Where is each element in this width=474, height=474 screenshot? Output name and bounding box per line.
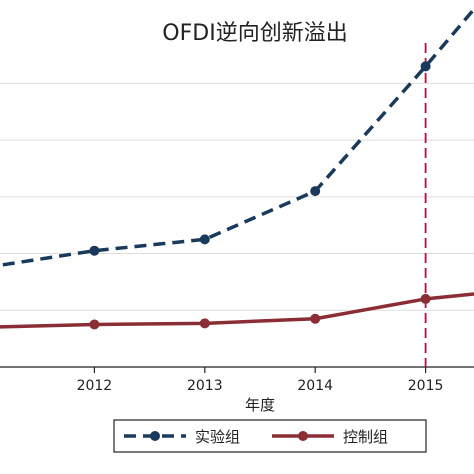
- data-point: [310, 186, 321, 197]
- x-ticks: 2012 2013 2014 2015: [77, 367, 444, 394]
- series-layer: [0, 6, 474, 330]
- data-point: [199, 318, 210, 329]
- legend: 实验组 控制组: [113, 419, 427, 453]
- data-point: [199, 234, 210, 245]
- series-line: [0, 292, 474, 329]
- x-tick-label: 2013: [187, 378, 223, 394]
- x-tick-label: 2012: [77, 378, 113, 394]
- data-point: [89, 245, 100, 256]
- series-0: [0, 6, 474, 268]
- series-1: [0, 292, 474, 330]
- data-point: [420, 61, 431, 72]
- legend-marker: [298, 431, 308, 441]
- x-axis-label: 年度: [245, 396, 275, 414]
- data-point: [89, 319, 100, 330]
- grid: [0, 82, 474, 311]
- series-line: [0, 6, 474, 268]
- data-point: [310, 313, 321, 324]
- legend-label: 实验组: [195, 428, 240, 446]
- legend-label: 控制组: [343, 428, 388, 446]
- legend-marker: [150, 431, 160, 441]
- chart-title: OFDI逆向创新溢出: [162, 21, 347, 46]
- x-tick-label: 2015: [408, 378, 444, 394]
- data-point: [420, 293, 431, 304]
- x-tick-label: 2014: [297, 378, 333, 394]
